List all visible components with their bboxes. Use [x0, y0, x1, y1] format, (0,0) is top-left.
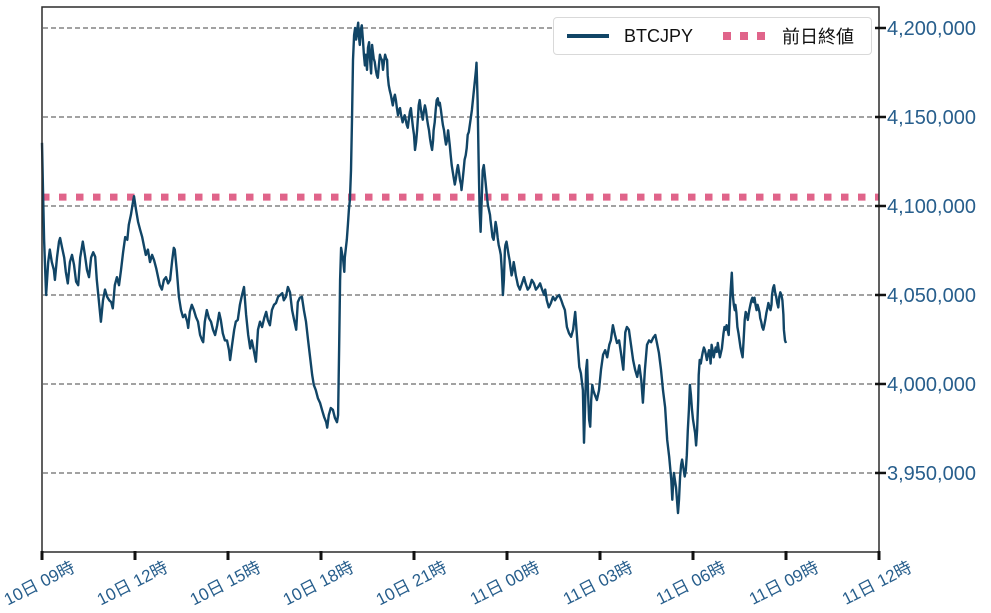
x-tick-label: 10日 18時	[280, 558, 357, 610]
y-tick-label: 4,100,000	[887, 196, 976, 218]
chart-legend: BTCJPY 前日終値	[553, 17, 872, 55]
x-tick-label: 10日 09時	[1, 558, 78, 610]
y-tick-label: 4,200,000	[887, 18, 976, 40]
y-tick-label: 3,950,000	[887, 463, 976, 485]
plot-border	[41, 6, 880, 553]
prev-close-legend-label: 前日終値	[782, 27, 855, 47]
btcjpy-price-line	[40, 21, 788, 515]
btcjpy-line-swatch-icon	[567, 34, 609, 38]
x-tick-label: 11日 12時	[839, 558, 915, 609]
legend-item-btcjpy[interactable]: BTCJPY	[567, 26, 693, 47]
prev-close-dotted-swatch-icon	[723, 32, 768, 40]
x-tick-label: 10日 21時	[373, 558, 450, 610]
x-tick-label: 11日 00時	[467, 558, 543, 609]
x-tick-label: 11日 06時	[653, 558, 729, 609]
y-tick-label: 4,050,000	[887, 285, 976, 307]
x-tick-label: 11日 09時	[746, 558, 822, 609]
x-tick-label: 11日 03時	[560, 558, 636, 609]
y-tick-label: 4,150,000	[887, 107, 976, 129]
legend-item-prev-close[interactable]: 前日終値	[723, 23, 854, 49]
x-tick-label: 10日 12時	[94, 558, 171, 610]
y-tick-label: 4,000,000	[887, 374, 976, 396]
btcjpy-legend-label: BTCJPY	[624, 25, 694, 46]
x-tick-label: 10日 15時	[187, 558, 264, 610]
